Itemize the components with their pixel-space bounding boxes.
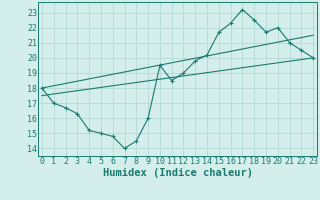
X-axis label: Humidex (Indice chaleur): Humidex (Indice chaleur) (103, 168, 252, 178)
